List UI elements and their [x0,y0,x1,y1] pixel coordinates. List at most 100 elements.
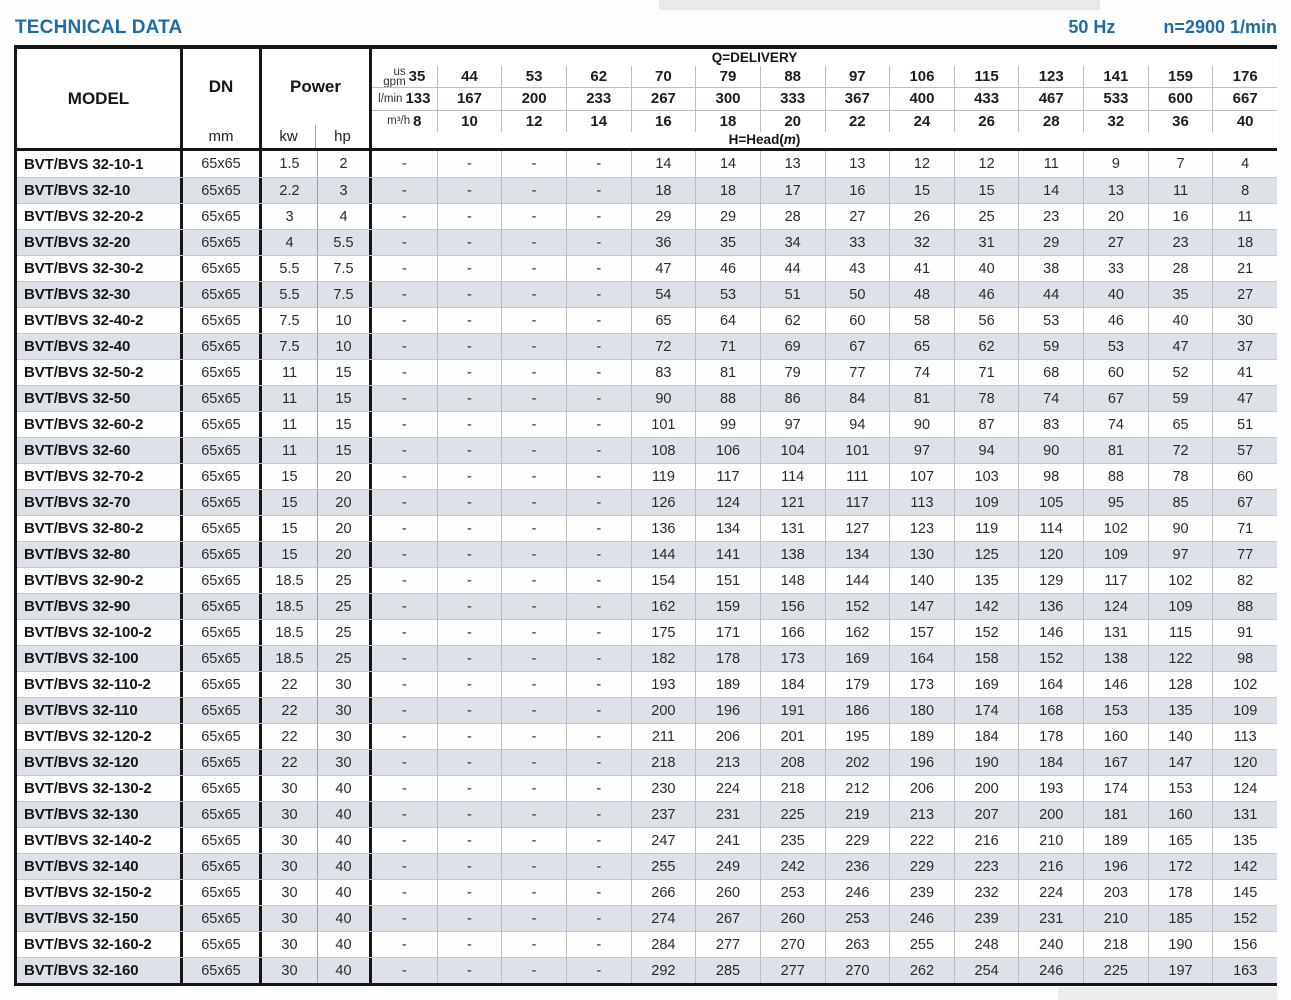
head-value-cell: 36 [630,230,696,255]
table-row: BVT/BVS 32-40-2 65x65 7.5 10- - - -65 64 62 60 58 5… [17,307,1277,333]
head-value-cell: - [401,858,407,875]
head-value-cell: 141 [695,542,760,567]
power-hp-cell: 15 [318,386,372,411]
head-value-cell: 213 [889,802,954,827]
head-value-cell: 54 [630,282,696,307]
dn-cell: 65x65 [183,230,262,255]
head-value-cell: 129 [1018,568,1083,593]
head-value-cell: - [436,542,502,567]
head-value-cell: 153 [1147,776,1213,801]
head-value-cell: - [436,854,502,879]
m3h-row: m³/h 8 10 12 14 16 18 20 22 24 26 28 32 36 40 [372,109,1277,132]
head-value-cell: 109 [1147,594,1213,619]
head-value-cell: 98 [1212,646,1277,671]
power-hp-cell: 40 [318,802,372,827]
table-row: BVT/BVS 32-100 65x65 18.5 25- - - -182 178 173 16… [17,645,1277,671]
head-value-cell: 28 [1147,256,1213,281]
power-hp-cell: 7.5 [318,282,372,307]
head-value-cell: 35 [1147,282,1213,307]
head-value-cell: 189 [695,672,760,697]
delivery-header-cell: 167 [436,88,502,110]
unit-label: us gpm [383,65,406,88]
delivery-header-cell: 433 [953,88,1019,110]
power-kw-cell: 22 [262,724,318,749]
power-hp-cell: 40 [318,958,372,983]
power-kw-cell: 30 [262,802,318,827]
head-value-cell: 212 [824,776,890,801]
head-value-cell: - [401,364,407,381]
model-cell: BVT/BVS 32-60-2 [17,412,183,437]
delivery-header-cell: 16 [630,110,696,132]
frequency-label: 50 Hz [1068,17,1116,37]
delivery-value: 70 [655,68,672,86]
power-hp-cell: 40 [318,828,372,853]
head-value-cell: 51 [759,282,825,307]
head-value-cell: - [501,854,566,879]
head-value-cell: 58 [889,308,954,333]
head-value-cell: - [501,230,566,255]
head-value-cell: 260 [759,906,825,931]
delivery-header-cell: 44 [436,66,502,88]
head-value-cell: 16 [1147,204,1213,229]
head-value-cell: - [436,178,502,203]
head-value-cell: 64 [695,308,760,333]
table-row: BVT/BVS 32-110 65x65 22 30- - - -200 196 191 186 1… [17,697,1277,723]
head-value-cell: 231 [695,802,760,827]
head-value-cell: 156 [759,594,825,619]
head-value-cell: 102 [1147,568,1213,593]
unit-label: m³/h [387,115,411,128]
head-value-cell: 77 [824,360,890,385]
delivery-value: 133 [405,90,431,108]
delivery-header-cell: 367 [824,88,890,110]
model-cell: BVT/BVS 32-10-1 [17,151,183,177]
head-value-cell: 158 [953,646,1019,671]
delivery-value: 79 [719,68,737,86]
head-value-cell: 174 [1083,776,1148,801]
head-value-cell: 248 [953,932,1019,957]
head-value-cell: - [436,646,502,671]
head-value-cell: 109 [1083,542,1148,567]
head-value-cell: - [565,256,631,281]
head-value-cell: 122 [1147,646,1213,671]
head-value-cell: 56 [953,308,1019,333]
head-value-cell: 84 [824,386,890,411]
head-value-cell: - [501,594,566,619]
head-value-cell: - [436,698,502,723]
head-value-cell: 145 [1212,880,1277,905]
delivery-value: 44 [461,68,478,86]
head-value-cell: 131 [1083,620,1148,645]
dn-cell: 65x65 [183,516,262,541]
head-value-cell: 125 [953,542,1019,567]
model-cell: BVT/BVS 32-10 [17,178,183,203]
head-value-cell: - [436,672,502,697]
delivery-header-cell: 200 [501,88,566,110]
dn-cell: 65x65 [183,854,262,879]
head-value-cell: 20 [1083,204,1148,229]
head-value-cell: 124 [1083,594,1148,619]
head-value-cell: 277 [695,932,760,957]
delivery-header-cell: 79 [695,66,760,88]
table-row: BVT/BVS 32-130-2 65x65 30 40- - - -230 224 218 21… [17,775,1277,801]
table-body: BVT/BVS 32-10-1 65x65 1.5 2- - - -14 14 13 13 12 12… [17,151,1277,983]
power-kw-cell: 5.5 [262,256,318,281]
delivery-value: 159 [1168,68,1194,86]
head-value-cell: 130 [889,542,954,567]
head-value-cell: - [401,676,407,693]
head-value-cell: 207 [953,802,1019,827]
head-value-cell: 97 [1147,542,1213,567]
head-value-cell: 31 [953,230,1019,255]
power-kw-cell: 30 [262,880,318,905]
model-cell: BVT/BVS 32-40 [17,334,183,359]
head-value-cell: 44 [759,256,825,281]
delivery-header-cell: 32 [1083,110,1148,132]
head-value-cell: - [501,620,566,645]
delivery-value: 35 [408,68,426,86]
head-value-cell: 68 [1018,360,1083,385]
head-value-cell: - [501,646,566,671]
head-value-cell: - [565,620,631,645]
head-value-cell: - [436,802,502,827]
table-row: BVT/BVS 32-150-2 65x65 30 40- - - -266 260 253 24… [17,879,1277,905]
head-value-cell: - [565,750,631,775]
head-value-cell: 224 [695,776,760,801]
head-value-cell: 90 [1018,438,1083,463]
